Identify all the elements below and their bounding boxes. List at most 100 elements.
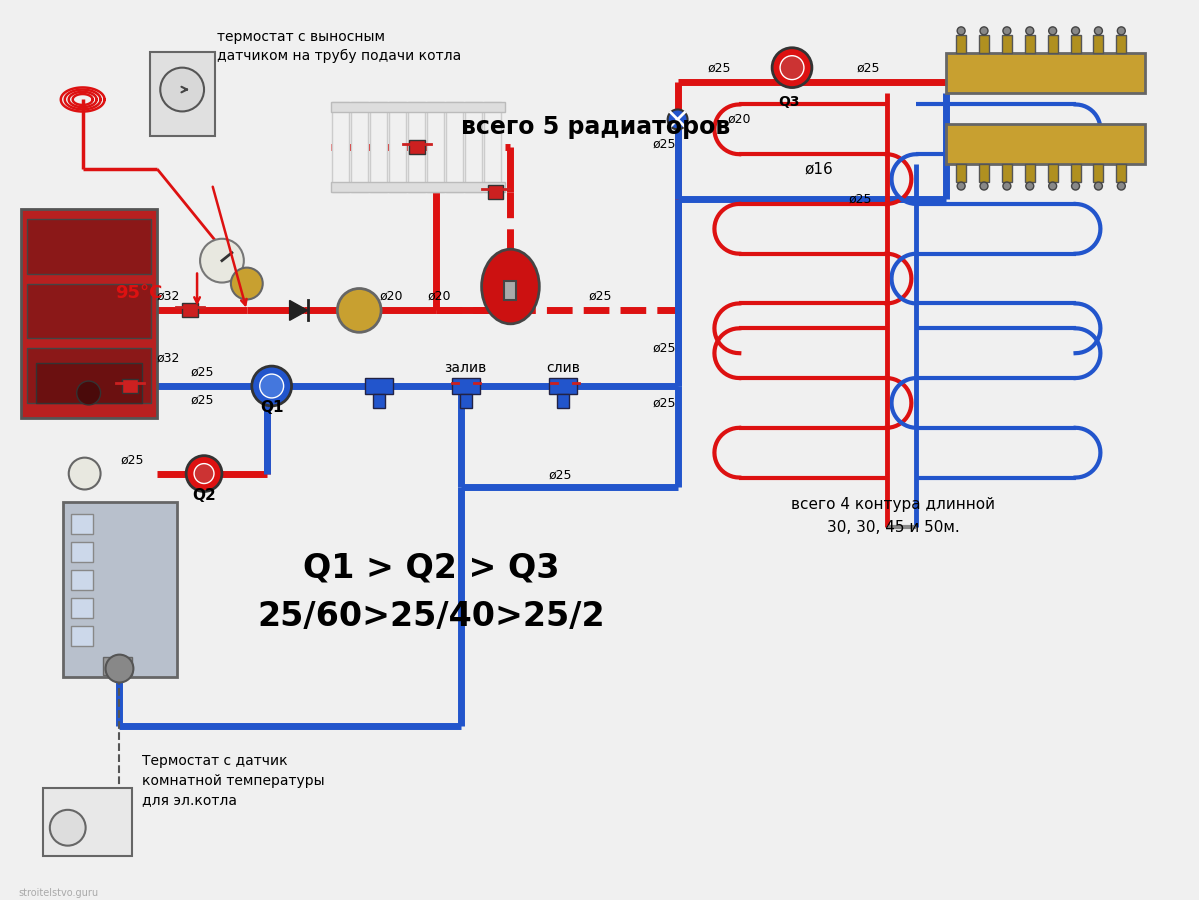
Text: stroitelstvo.guru: stroitelstvo.guru [18,888,98,898]
Circle shape [200,238,243,283]
Text: ø25: ø25 [191,393,213,407]
Bar [366,378,393,394]
Text: ø25: ø25 [857,61,880,74]
Circle shape [772,48,812,87]
Bar [1071,164,1080,182]
Bar [71,570,92,590]
Bar [26,284,151,338]
Text: термостат с выносным
датчиком на трубу подачи котла: термостат с выносным датчиком на трубу п… [217,30,462,64]
Bar [71,626,92,645]
Text: Q1: Q1 [260,400,283,416]
Circle shape [1117,27,1126,35]
Ellipse shape [482,249,540,324]
Circle shape [252,366,291,406]
Bar [373,394,385,408]
Text: залив: залив [445,361,487,375]
Text: всего 4 контура длинной
30, 30, 45 и 50м.: всего 4 контура длинной 30, 30, 45 и 50м… [791,498,995,535]
Bar [1093,164,1103,182]
Bar [446,103,463,192]
Text: ø25: ø25 [191,365,213,379]
Bar [332,103,349,192]
Bar [483,103,500,192]
Bar [458,379,474,393]
Bar [1048,35,1058,53]
Bar [1025,35,1035,53]
Circle shape [1002,182,1011,190]
Bar [956,35,966,53]
Bar [452,378,480,394]
Bar [150,51,215,136]
Text: Q1 > Q2 > Q3
25/60>25/40>25/2: Q1 > Q2 > Q3 25/60>25/40>25/2 [257,551,604,633]
Bar [103,657,132,674]
Bar [1048,164,1058,182]
Bar [980,35,989,53]
Circle shape [194,464,213,483]
Text: ø25: ø25 [653,396,676,410]
Text: ø25: ø25 [589,290,611,303]
Circle shape [1117,182,1126,190]
Bar [1116,164,1126,182]
Circle shape [668,110,687,130]
Circle shape [957,27,965,35]
Bar [956,164,966,182]
Bar [946,124,1145,164]
Bar [370,103,387,192]
Circle shape [1095,182,1102,190]
Text: слив: слив [547,361,580,375]
Text: ø16: ø16 [805,162,833,176]
Circle shape [106,654,133,682]
Circle shape [980,182,988,190]
Text: ø32: ø32 [157,352,180,365]
Bar [1025,164,1035,182]
Text: Q2: Q2 [192,488,216,503]
Bar [71,598,92,617]
Bar [390,103,406,192]
Circle shape [957,182,965,190]
Circle shape [186,455,222,491]
Bar [459,394,471,408]
Bar [1093,35,1103,53]
Bar [1002,35,1012,53]
Bar [1116,35,1126,53]
Bar [20,209,157,418]
Bar [1002,164,1012,182]
Circle shape [1026,27,1034,35]
Bar [36,363,143,403]
Circle shape [1095,27,1102,35]
Bar [331,103,506,112]
Circle shape [1072,27,1079,35]
Bar [331,182,506,192]
Bar [558,394,570,408]
Bar [43,788,132,856]
Bar [122,379,138,393]
Text: ø20: ø20 [728,112,751,126]
Bar [427,103,444,192]
Circle shape [980,27,988,35]
Bar [26,348,151,403]
Bar [26,219,151,274]
Bar [182,303,198,318]
Text: Термостат с датчик
комнатной температуры
для эл.котла: Термостат с датчик комнатной температуры… [143,754,325,807]
Text: ø20: ø20 [427,290,451,303]
Circle shape [231,267,263,300]
Bar [505,281,517,301]
Bar [549,378,577,394]
Bar [1071,35,1080,53]
Text: ø20: ø20 [379,290,403,303]
Circle shape [50,810,85,846]
Bar [488,185,504,199]
Bar [465,103,482,192]
Circle shape [1002,27,1011,35]
Text: ø25: ø25 [653,138,676,151]
Circle shape [1049,27,1056,35]
Circle shape [260,374,284,398]
Text: ø25: ø25 [849,193,873,205]
Bar [71,542,92,562]
Text: ø25: ø25 [548,469,572,482]
Text: ø32: ø32 [157,290,180,303]
Bar [558,379,573,393]
Polygon shape [290,301,307,320]
Bar [351,103,368,192]
Circle shape [161,68,204,112]
Text: ø25: ø25 [121,453,144,466]
